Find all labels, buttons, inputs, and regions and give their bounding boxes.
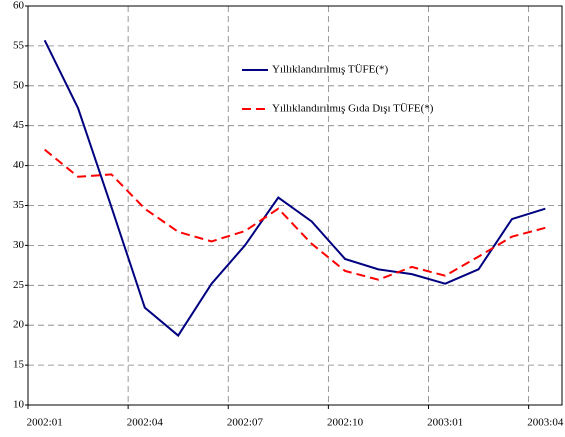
plot-border bbox=[27, 5, 563, 406]
y-tick-label: 50 bbox=[13, 79, 25, 91]
y-tick-label: 30 bbox=[13, 239, 25, 251]
legend-label: Yıllıklandırılmış Gıda Dışı TÜFE(*) bbox=[272, 103, 434, 115]
y-tick-label: 10 bbox=[13, 399, 25, 411]
y-tick-label: 35 bbox=[13, 199, 25, 211]
y-tick-label: 25 bbox=[13, 279, 25, 291]
y-tick-label: 60 bbox=[13, 0, 25, 12]
y-tick-label: 20 bbox=[13, 319, 25, 331]
x-tick-label: 2003:04 bbox=[527, 417, 564, 429]
y-tick-label: 45 bbox=[13, 119, 25, 131]
y-tick-label: 55 bbox=[13, 39, 25, 51]
x-tick-label: 2002:10 bbox=[327, 417, 364, 429]
series-line bbox=[44, 148, 546, 281]
y-tick-label: 15 bbox=[13, 359, 25, 371]
x-tick-label: 2002:04 bbox=[127, 417, 164, 429]
x-tick-label: 2002:07 bbox=[227, 417, 264, 429]
x-tick-label: 2002:01 bbox=[27, 417, 63, 429]
y-tick-label: 40 bbox=[13, 159, 25, 171]
legend-label: Yıllıklandırılmış TÜFE(*) bbox=[272, 64, 389, 76]
series-line bbox=[43, 39, 546, 338]
x-tick-label: 2003:01 bbox=[427, 417, 463, 429]
